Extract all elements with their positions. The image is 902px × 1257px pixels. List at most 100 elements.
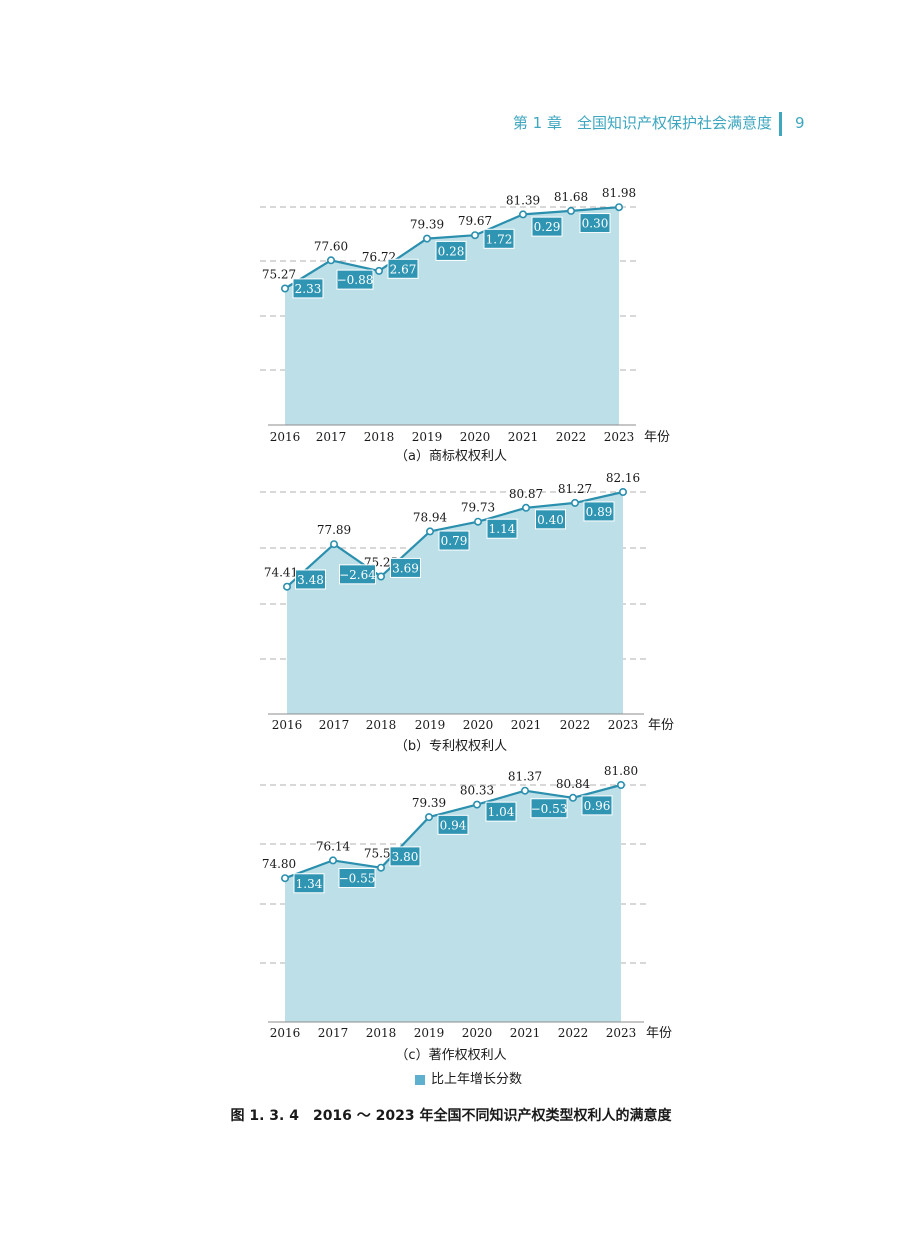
- data-value-label: 74.80: [262, 857, 296, 871]
- data-point: [374, 266, 383, 275]
- x-tick-label: 2023: [606, 1026, 637, 1040]
- change-label: 0.94: [440, 818, 467, 832]
- change-badge: [437, 814, 469, 835]
- change-label: −0.88: [337, 273, 374, 287]
- x-tick-label: 2016: [270, 430, 301, 444]
- data-value-label: 81.39: [506, 193, 540, 207]
- x-tick-label: 2017: [318, 1026, 349, 1040]
- data-point: [328, 856, 337, 865]
- x-tick-label: 2016: [272, 718, 303, 732]
- data-point: [566, 206, 575, 215]
- data-point: [472, 800, 481, 809]
- data-value-label: 79.67: [458, 214, 492, 228]
- chart-subtitle: （c）著作权权利人: [395, 1047, 506, 1063]
- change-label: 1.72: [486, 232, 513, 246]
- data-value-label: 79.39: [410, 218, 444, 232]
- data-point: [376, 572, 385, 581]
- data-value-label: 75.27: [262, 268, 296, 282]
- x-tick-label: 2021: [511, 718, 542, 732]
- change-badge: [485, 801, 517, 822]
- data-point: [376, 863, 385, 872]
- x-tick-label: 2020: [462, 1026, 493, 1040]
- change-label: 0.96: [584, 799, 611, 813]
- change-label: −0.53: [531, 802, 568, 816]
- data-value-label: 82.16: [606, 471, 640, 485]
- data-value-label: 80.33: [460, 784, 494, 798]
- data-value-label: 81.68: [554, 190, 588, 204]
- change-badge: [390, 557, 421, 578]
- change-label: 3.48: [297, 573, 324, 587]
- change-label: 1.04: [488, 805, 515, 819]
- data-point: [473, 517, 482, 526]
- change-badge: [483, 228, 515, 249]
- data-value-label: 80.84: [556, 777, 591, 791]
- x-tick-label: 2023: [604, 430, 635, 444]
- chart-subtitle: （b）专利权权利人: [395, 738, 507, 754]
- running-header: 第 1 章 全国知识产权保护社会满意度 9: [0, 112, 902, 136]
- change-badge: [535, 509, 566, 530]
- data-point: [518, 210, 527, 219]
- x-tick-label: 2021: [508, 430, 539, 444]
- series-line: [284, 783, 622, 880]
- change-label: 0.89: [586, 505, 613, 519]
- change-label: 1.14: [489, 522, 516, 536]
- change-label: −0.55: [339, 872, 376, 886]
- change-badge: [338, 868, 376, 889]
- chapter-title: 第 1 章 全国知识产权保护社会满意度: [512, 114, 772, 132]
- x-tick-label: 2022: [560, 718, 591, 732]
- change-label: 0.30: [582, 217, 609, 231]
- data-point: [282, 582, 291, 591]
- data-point: [424, 813, 433, 822]
- x-tick-label: 2018: [366, 718, 397, 732]
- change-badge: [438, 530, 470, 551]
- data-point: [326, 256, 335, 265]
- x-tick-label: 2023: [608, 718, 639, 732]
- x-tick-label: 2016: [270, 1026, 301, 1040]
- data-point: [280, 874, 289, 883]
- series-area: [285, 207, 619, 425]
- data-point: [521, 503, 530, 512]
- change-label: 0.79: [441, 534, 468, 548]
- data-point: [614, 203, 623, 212]
- change-label: 0.29: [534, 220, 561, 234]
- change-label: 2.33: [295, 282, 322, 296]
- data-value-label: 74.41: [264, 566, 298, 580]
- x-tick-label: 2019: [414, 1026, 445, 1040]
- x-tick-label: 2018: [366, 1026, 397, 1040]
- x-tick-label: 2017: [316, 430, 347, 444]
- header-divider: [779, 112, 782, 136]
- change-label: 3.69: [392, 561, 419, 575]
- change-label: −2.64: [339, 568, 376, 582]
- change-badge: [389, 846, 421, 867]
- change-label: 1.34: [296, 877, 323, 891]
- change-badge: [387, 258, 419, 279]
- series-line: [286, 490, 624, 588]
- change-badge: [581, 795, 613, 816]
- x-tick-label: 2019: [415, 718, 446, 732]
- x-axis-unit-label: 年份: [646, 1026, 672, 1041]
- data-value-label: 79.73: [461, 501, 495, 515]
- series-area: [287, 492, 623, 714]
- data-point: [568, 793, 577, 802]
- change-badge: [531, 216, 563, 237]
- x-tick-label: 2020: [460, 430, 491, 444]
- legend-swatch: [415, 1075, 425, 1085]
- x-tick-label: 2022: [556, 430, 587, 444]
- series-line: [284, 206, 620, 290]
- data-value-label: 76.14: [316, 839, 351, 853]
- change-badge: [339, 564, 376, 585]
- x-axis-unit-label: 年份: [648, 718, 674, 733]
- x-axis-unit-label: 年份: [644, 430, 670, 445]
- data-value-label: 81.80: [604, 764, 638, 778]
- change-badge: [293, 873, 325, 894]
- data-point: [422, 234, 431, 243]
- change-badge: [336, 269, 374, 290]
- change-label: 0.40: [537, 513, 564, 527]
- data-point: [329, 540, 338, 549]
- data-point: [616, 780, 625, 789]
- change-badge: [295, 569, 326, 590]
- page-number: 9: [795, 114, 805, 132]
- data-point: [618, 487, 627, 496]
- chart-subtitle: （a）商标权权利人: [395, 448, 507, 464]
- change-label: 0.28: [438, 244, 465, 258]
